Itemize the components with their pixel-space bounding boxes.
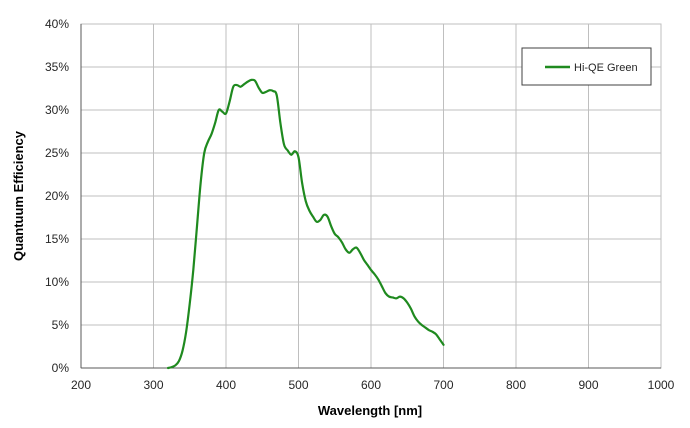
plot-area-border [80,23,662,369]
y-tick-label: 15% [45,232,69,246]
x-axis-title: Wavelength [nm] [318,403,422,418]
x-tick-label: 800 [506,378,526,392]
x-tick-label: 1000 [648,378,675,392]
y-axis-title: Quantuum Efficiency [11,130,26,261]
x-tick-label: 600 [361,378,381,392]
x-tick-label: 300 [143,378,163,392]
x-tick-label: 400 [216,378,236,392]
x-tick-label: 700 [433,378,453,392]
x-tick-label: 500 [288,378,308,392]
y-tick-label: 5% [52,318,70,332]
x-axis-tick-labels: 200 300 400 500 600 700 800 900 1000 [71,378,675,392]
y-tick-label: 10% [45,275,69,289]
y-tick-label: 40% [45,17,69,31]
legend: Hi-QE Green [521,47,652,86]
y-tick-label: 35% [45,60,69,74]
y-tick-label: 25% [45,146,69,160]
x-tick-label: 200 [71,378,91,392]
y-tick-label: 20% [45,189,69,203]
legend-box [521,47,652,86]
y-tick-label: 30% [45,103,69,117]
y-axis-tick-labels: 0% 5% 10% 15% 20% 25% 30% 35% 40% [45,17,69,375]
series-layer [166,78,445,370]
series-line-hi-qe-green [166,78,445,370]
legend-label: Hi-QE Green [574,62,638,74]
y-tick-label: 0% [52,361,70,375]
x-tick-label: 900 [578,378,598,392]
